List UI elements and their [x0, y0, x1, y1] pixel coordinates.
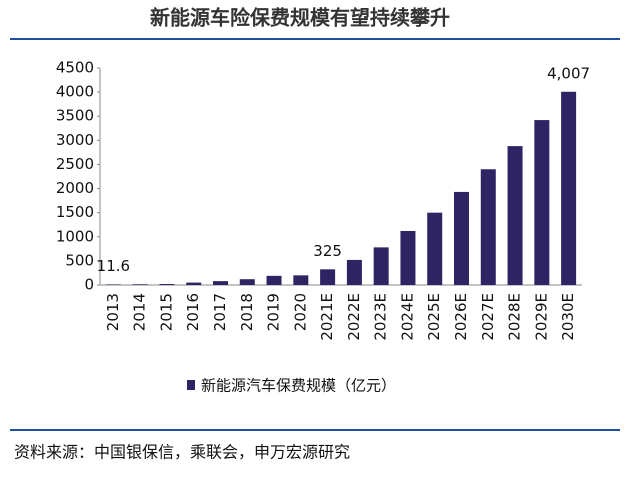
x-tick-label: 2022E	[345, 293, 363, 341]
bar	[373, 247, 389, 285]
x-tick-label: 2017	[211, 293, 229, 331]
x-tick-label: 2023E	[372, 293, 390, 341]
y-tick-label: 3000	[56, 131, 94, 149]
bar	[105, 284, 121, 285]
y-tick-label: 0	[84, 276, 94, 294]
y-tick-label: 2500	[56, 155, 94, 173]
x-tick-label: 2027E	[479, 293, 497, 341]
bar	[400, 230, 416, 285]
data-label: 4,007	[547, 64, 590, 82]
x-tick-label: 2014	[131, 293, 149, 331]
bar	[159, 284, 175, 285]
bar	[534, 120, 550, 285]
x-tick-label: 2015	[157, 293, 175, 331]
bar	[213, 281, 228, 285]
legend-label: 新能源汽车保费规模（亿元）	[201, 377, 396, 395]
bar	[346, 259, 362, 285]
x-tick-label: 2019	[265, 293, 283, 331]
x-tick-label: 2026E	[452, 293, 470, 341]
bar	[186, 282, 202, 285]
y-tick-label: 2000	[56, 179, 94, 197]
bar	[561, 91, 577, 285]
chart-title: 新能源车险保费规模有望持续攀升	[150, 6, 450, 30]
bar	[480, 169, 496, 285]
x-tick-label: 2020	[291, 293, 309, 331]
bar	[320, 269, 336, 285]
x-tick-label: 2016	[184, 293, 202, 331]
x-tick-label: 2030E	[559, 293, 577, 341]
bar	[427, 212, 443, 285]
x-tick-label: 2029E	[532, 293, 550, 341]
x-tick-label: 2021E	[318, 293, 336, 341]
y-tick-label: 4000	[56, 83, 94, 101]
bar	[266, 275, 282, 285]
bar	[454, 191, 469, 285]
bar	[293, 275, 309, 285]
x-tick-label: 2018	[238, 293, 256, 331]
legend-swatch	[187, 380, 195, 390]
y-tick-label: 500	[65, 251, 94, 269]
source: 资料来源：中国银保信，乘联会，申万宏源研究	[14, 443, 350, 462]
bar	[239, 279, 255, 285]
x-tick-label: 2025E	[425, 293, 443, 341]
y-tick-label: 3500	[56, 107, 94, 125]
y-tick-label: 1000	[56, 227, 94, 245]
x-tick-label: 2024E	[398, 293, 416, 341]
y-tick-label: 1500	[56, 203, 94, 221]
bar	[507, 146, 523, 285]
data-label: 11.6	[97, 257, 130, 275]
data-label: 325	[313, 242, 342, 260]
bar	[132, 284, 148, 285]
y-tick-label: 4500	[56, 59, 94, 77]
x-tick-label: 2013	[104, 293, 122, 331]
x-tick-label: 2028E	[506, 293, 524, 341]
